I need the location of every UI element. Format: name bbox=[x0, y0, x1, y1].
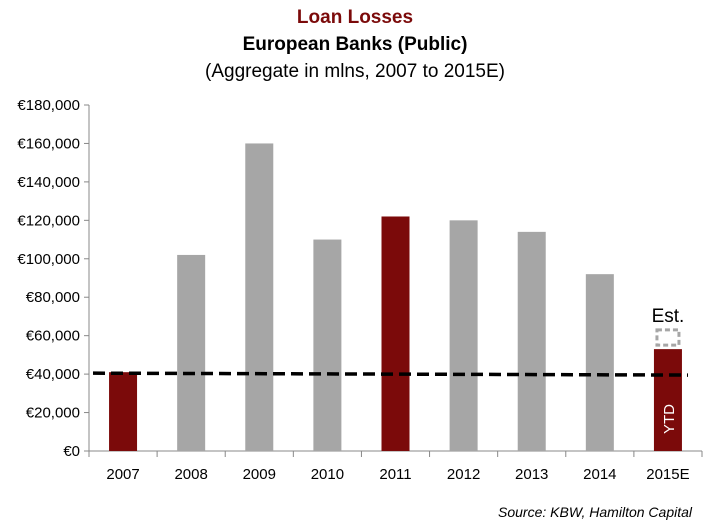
y-tick-label: €0 bbox=[63, 443, 80, 460]
bar-2015E bbox=[653, 349, 682, 451]
x-tick-label: 2010 bbox=[311, 466, 344, 483]
estimate-box bbox=[655, 328, 681, 347]
x-tick-label: 2013 bbox=[515, 466, 548, 483]
bar-2009 bbox=[245, 143, 274, 451]
chart-subtitle-2: (Aggregate in mlns, 2007 to 2015E) bbox=[205, 61, 505, 82]
bar-2011 bbox=[381, 216, 410, 451]
x-tick-label: 2012 bbox=[447, 466, 480, 483]
bar-2013 bbox=[517, 231, 546, 451]
chart-title: Loan Losses bbox=[296, 7, 414, 28]
chart-subtitle: European Banks (Public) bbox=[242, 34, 468, 55]
bar-2007 bbox=[109, 372, 138, 451]
reference-line bbox=[92, 371, 689, 377]
x-tick-label: 2011 bbox=[379, 466, 411, 483]
y-tick-label: €180,000 bbox=[17, 97, 80, 114]
y-tick-label: €20,000 bbox=[26, 405, 80, 422]
ytd-label: YTD bbox=[661, 404, 678, 434]
x-tick-label: 2009 bbox=[243, 466, 276, 483]
source-note: Source: KBW, Hamilton Capital bbox=[498, 504, 692, 520]
bar-2012 bbox=[449, 220, 478, 451]
y-tick-label: €100,000 bbox=[17, 251, 80, 268]
y-tick-label: €60,000 bbox=[26, 328, 80, 345]
bar-2008 bbox=[177, 254, 206, 451]
bar-2014 bbox=[585, 274, 614, 451]
chart-titles: Loan Losses European Banks (Public) (Agg… bbox=[0, 4, 710, 85]
y-tick-label: €120,000 bbox=[17, 212, 80, 229]
estimate-label: Est. bbox=[652, 306, 685, 327]
x-tick-label: 2015E bbox=[646, 466, 689, 483]
y-tick-label: €140,000 bbox=[17, 174, 80, 191]
y-tick-label: €80,000 bbox=[26, 289, 80, 306]
x-tick-label: 2014 bbox=[583, 466, 616, 483]
y-tick-label: €160,000 bbox=[17, 135, 80, 152]
x-tick-label: 2008 bbox=[174, 466, 207, 483]
x-tick-label: 2007 bbox=[106, 466, 139, 483]
bar-2010 bbox=[313, 239, 342, 451]
y-tick-label: €40,000 bbox=[26, 366, 80, 383]
